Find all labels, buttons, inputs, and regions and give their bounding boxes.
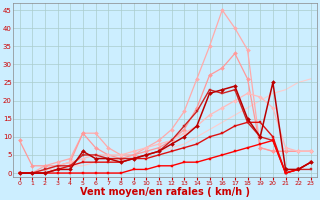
- X-axis label: Vent moyen/en rafales ( km/h ): Vent moyen/en rafales ( km/h ): [80, 187, 250, 197]
